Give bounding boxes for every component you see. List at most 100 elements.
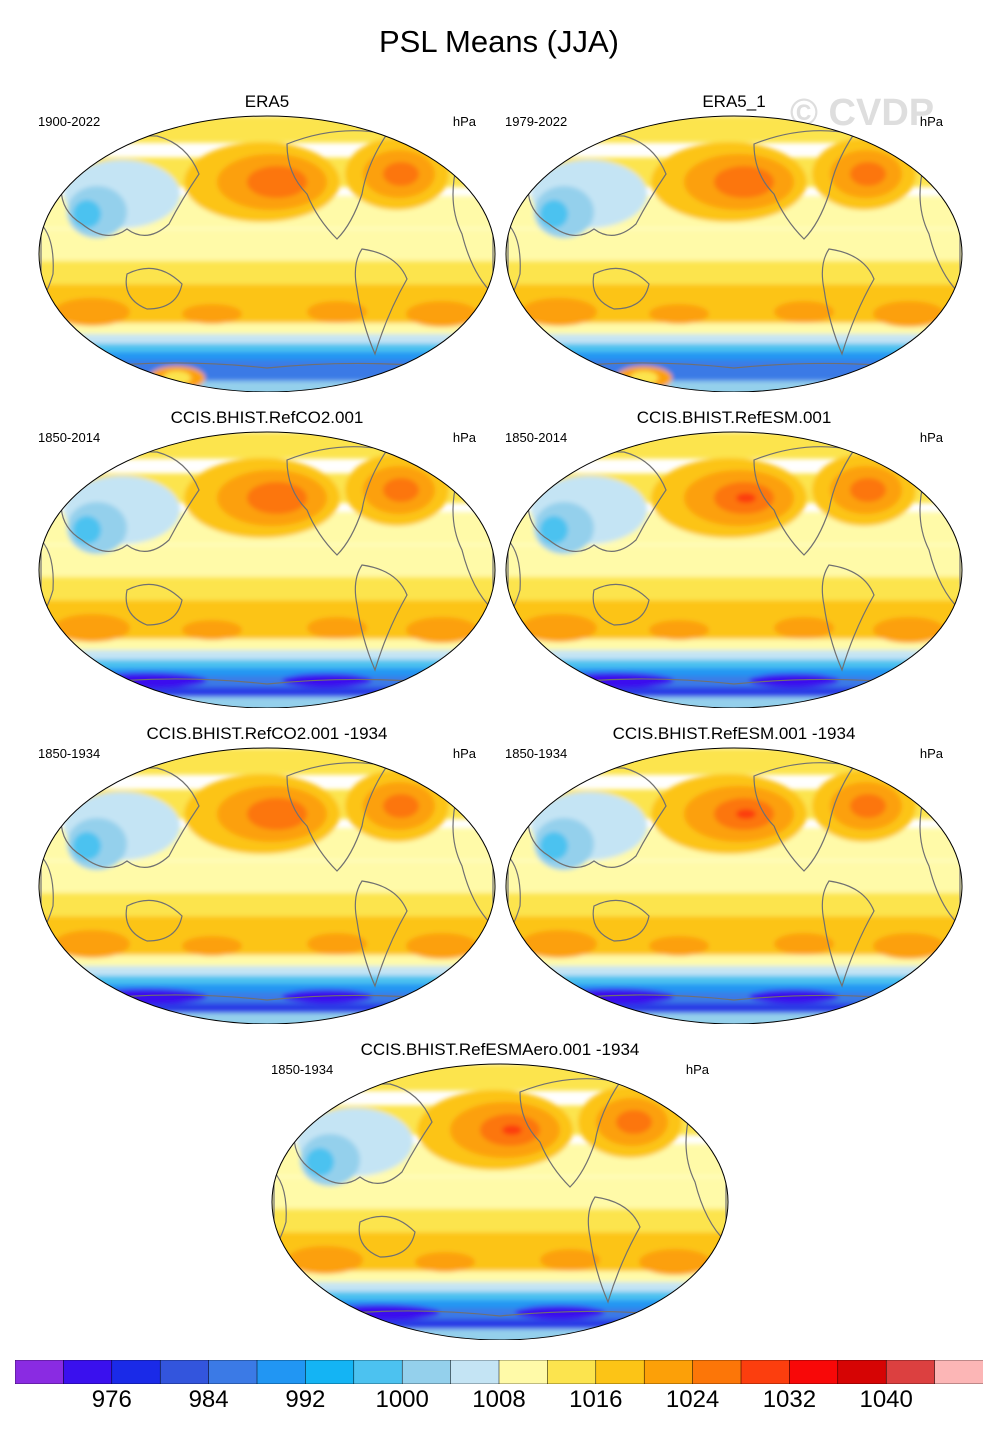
southern-low [554, 672, 674, 689]
colorbar-label: 976 [91, 1386, 132, 1413]
continent-outline [358, 1215, 416, 1258]
panel-period: 1850-1934 [271, 1062, 334, 1077]
high-pressure-band [415, 1251, 475, 1272]
colorbar-swatch [208, 1360, 258, 1384]
azores-high-core [383, 794, 419, 818]
continent-outline [125, 267, 183, 310]
azores-high-core [383, 162, 419, 186]
pacific-high-core [247, 482, 307, 514]
lat-band [272, 1328, 728, 1340]
high-pressure-band [649, 619, 709, 640]
lat-band [506, 650, 962, 662]
high-pressure-band [182, 619, 242, 640]
colorbar-swatch [789, 1360, 839, 1384]
colorbar-label: 1040 [859, 1386, 913, 1413]
panel-units: hPa [452, 746, 476, 761]
continent-outline [125, 583, 183, 626]
high-pressure-band [406, 300, 478, 327]
asian-low-center [306, 1148, 334, 1176]
colorbar-swatch [15, 1360, 64, 1384]
map-border [505, 431, 963, 708]
azores-high-core [850, 162, 886, 186]
lat-band [39, 639, 495, 653]
psl-map [505, 747, 963, 1024]
lat-band [506, 380, 962, 392]
continent-outline [753, 446, 855, 556]
high-pressure-band [182, 935, 242, 956]
lat-band [506, 696, 962, 708]
lat-band [39, 284, 495, 306]
lat-band [39, 1012, 495, 1024]
pacific-high-core [714, 166, 774, 198]
azores-high-core [383, 478, 419, 502]
asian-low-center [73, 516, 101, 544]
high-pressure-band [521, 613, 597, 642]
colorbar-swatch [643, 1360, 694, 1384]
lat-band [39, 892, 495, 920]
lat-band [506, 892, 962, 920]
map-border [505, 747, 963, 1024]
colorbar-swatch [740, 1360, 790, 1384]
map-panel: CCIS.BHIST.RefCO2.001 1850-2014 hPa [38, 408, 496, 708]
lat-band [39, 966, 495, 978]
high-pressure-band [406, 616, 478, 643]
colorbar-swatch [547, 1360, 597, 1384]
continent-outline [354, 564, 408, 672]
lat-band [272, 1208, 728, 1236]
colorbar-label: 1032 [762, 1386, 817, 1413]
lat-band [39, 916, 495, 938]
lat-band [506, 966, 962, 978]
panel-title: CCIS.BHIST.RefESM.001 [636, 408, 832, 427]
lat-band [39, 116, 495, 143]
lat-band [506, 343, 962, 354]
high-pressure-band [873, 300, 945, 327]
southern-low [87, 672, 207, 689]
colorbar-label: 1008 [472, 1386, 526, 1413]
colorbar-swatch [111, 1360, 161, 1384]
lat-band [39, 983, 495, 995]
lat-band [39, 380, 495, 392]
colorbar-label: 992 [285, 1386, 326, 1413]
panel-period: 1979-2022 [505, 114, 568, 129]
figure-title: PSL Means (JJA) [378, 24, 620, 59]
high-pressure-band [54, 929, 130, 958]
continent-outline [753, 762, 855, 872]
high-pressure-band [406, 932, 478, 959]
azores-high-core [850, 794, 886, 818]
high-pressure-band [54, 613, 130, 642]
panel-title: CCIS.BHIST.RefESM.001 -1934 [612, 724, 856, 743]
lat-band [39, 334, 495, 346]
lat-band [506, 323, 962, 337]
colorbar-swatch [934, 1360, 983, 1384]
lat-band [272, 1299, 728, 1311]
pacific-high-center [736, 809, 756, 819]
panel-title: CCIS.BHIST.RefESMAero.001 -1934 [360, 1040, 640, 1059]
high-pressure-band [774, 616, 834, 639]
pacific-high-core [247, 166, 307, 198]
asian-low-center [540, 832, 568, 860]
continent-outline [354, 248, 408, 356]
panel-period: 1900-2022 [38, 114, 101, 129]
colorbar-swatch [595, 1360, 645, 1384]
high-pressure-band [649, 935, 709, 956]
continent-outline [519, 1078, 621, 1188]
colorbar-swatch [353, 1360, 403, 1384]
lat-band [39, 576, 495, 604]
colorbar-label: 1016 [569, 1386, 623, 1413]
lat-band [39, 343, 495, 354]
colorbar-swatch [692, 1360, 742, 1384]
panel-units: hPa [685, 1062, 709, 1077]
high-pressure-band [307, 932, 367, 955]
lat-band [506, 1012, 962, 1024]
lat-band [506, 975, 962, 986]
continent-outline [592, 899, 650, 942]
high-pressure-band [873, 932, 945, 959]
lat-band [506, 639, 962, 653]
lat-band [272, 1291, 728, 1302]
high-pressure-band [540, 1248, 600, 1271]
high-pressure-band [639, 1248, 711, 1275]
lat-band [506, 600, 962, 622]
map-panel: CCIS.BHIST.RefCO2.001 -1934 1850-1934 hPa [38, 724, 496, 1024]
psl-map [38, 747, 496, 1024]
high-pressure-band [774, 932, 834, 955]
